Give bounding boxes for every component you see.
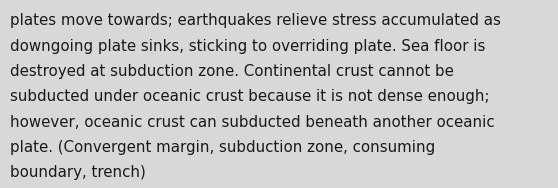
Text: subducted under oceanic crust because it is not dense enough;: subducted under oceanic crust because it… [10, 89, 489, 104]
Text: downgoing plate sinks, sticking to overriding plate. Sea floor is: downgoing plate sinks, sticking to overr… [10, 39, 485, 54]
Text: boundary, trench): boundary, trench) [10, 165, 146, 180]
Text: plate. (Convergent margin, subduction zone, consuming: plate. (Convergent margin, subduction zo… [10, 140, 435, 155]
Text: plates move towards; earthquakes relieve stress accumulated as: plates move towards; earthquakes relieve… [10, 13, 501, 28]
Text: destroyed at subduction zone. Continental crust cannot be: destroyed at subduction zone. Continenta… [10, 64, 454, 79]
Text: however, oceanic crust can subducted beneath another oceanic: however, oceanic crust can subducted ben… [10, 115, 495, 130]
